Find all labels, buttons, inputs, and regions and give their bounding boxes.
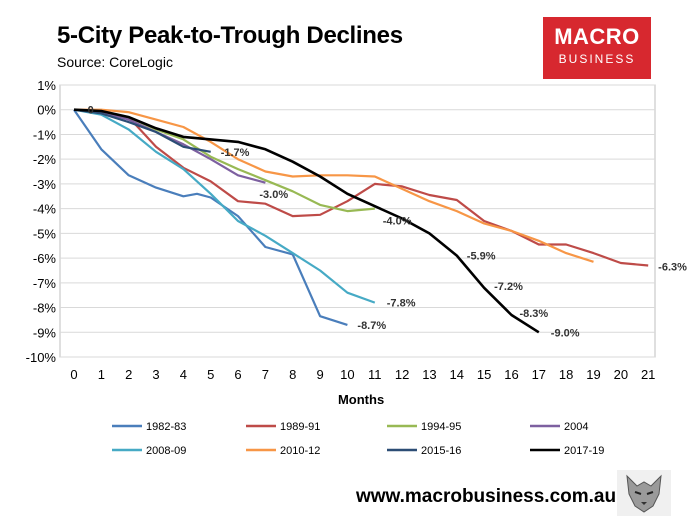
- data-label: 0: [88, 105, 94, 117]
- macrobusiness-logo: MACRO BUSINESS: [543, 17, 651, 79]
- x-tick-label: 6: [234, 367, 241, 382]
- series-line-2008-09: [73, 108, 376, 304]
- data-label: -1.7%: [221, 147, 250, 159]
- y-tick-label: 0%: [37, 103, 56, 118]
- x-tick-label: 7: [262, 367, 269, 382]
- x-tick-label: 13: [422, 367, 436, 382]
- y-tick-label: -4%: [33, 202, 57, 217]
- x-tick-label: 18: [559, 367, 573, 382]
- x-tick-label: 10: [340, 367, 354, 382]
- series-line-2010-12: [74, 108, 594, 263]
- x-tick-label: 0: [70, 367, 77, 382]
- x-tick-label: 9: [316, 367, 323, 382]
- x-tick-label: 16: [504, 367, 518, 382]
- x-tick-label: 1: [98, 367, 105, 382]
- legend-label-1994-95: 1994-95: [421, 421, 461, 433]
- data-label: -4.0%: [383, 216, 412, 228]
- y-tick-label: -3%: [33, 177, 57, 192]
- x-tick-label: 17: [532, 367, 546, 382]
- y-tick-label: -6%: [33, 251, 57, 266]
- chart-source: Source: CoreLogic: [57, 54, 173, 70]
- x-tick-label: 21: [641, 367, 655, 382]
- legend-label-1982-83: 1982-83: [146, 421, 186, 433]
- x-tick-label: 20: [614, 367, 628, 382]
- data-label: -6.3%: [658, 262, 687, 274]
- x-tick-label: 8: [289, 367, 296, 382]
- x-tick-label: 4: [180, 367, 187, 382]
- footer-url: www.macrobusiness.com.au: [356, 486, 617, 507]
- y-tick-label: 1%: [37, 78, 56, 93]
- series-line-1989-91: [73, 108, 649, 267]
- series-line-1982-83: [73, 109, 348, 326]
- logo-line-2: BUSINESS: [558, 52, 636, 66]
- y-tick-label: -7%: [33, 276, 57, 291]
- series-line-2015-16: [73, 108, 211, 153]
- data-label: -8.3%: [519, 308, 548, 320]
- legend-label-2010-12: 2010-12: [280, 445, 320, 457]
- x-tick-label: 12: [395, 367, 409, 382]
- y-tick-label: -8%: [33, 301, 57, 316]
- y-tick-label: -2%: [33, 152, 57, 167]
- x-tick-label: 5: [207, 367, 214, 382]
- data-label: -9.0%: [551, 327, 580, 339]
- x-tick-label: 14: [450, 367, 464, 382]
- y-tick-label: -10%: [26, 350, 57, 365]
- logo-line-1: MACRO: [554, 24, 640, 49]
- data-label: -8.7%: [357, 320, 386, 332]
- y-tick-label: -1%: [33, 127, 57, 142]
- data-label: -3.0%: [259, 189, 288, 201]
- y-tick-label: -9%: [33, 325, 57, 340]
- x-tick-label: 2: [125, 367, 132, 382]
- legend-label-2017-19: 2017-19: [564, 445, 604, 457]
- series-line-2017-19: [73, 108, 540, 334]
- x-tick-label: 19: [586, 367, 600, 382]
- data-label: -5.9%: [467, 251, 496, 263]
- legend-label-2008-09: 2008-09: [146, 445, 186, 457]
- wolf-icon: [617, 470, 671, 516]
- data-label: -7.8%: [387, 298, 416, 310]
- legend-label-2015-16: 2015-16: [421, 445, 461, 457]
- x-tick-label: 11: [368, 367, 382, 382]
- data-label: -7.2%: [494, 281, 523, 293]
- legend-label-1989-91: 1989-91: [280, 421, 320, 433]
- line-chart: 1%0%-1%-2%-3%-4%-5%-6%-7%-8%-9%-10%0 1 2 3 4…: [26, 78, 687, 457]
- x-tick-label: 3: [152, 367, 159, 382]
- x-tick-label: 15: [477, 367, 491, 382]
- chart-title: 5-City Peak-to-Trough Declines: [57, 22, 403, 49]
- y-tick-label: -5%: [33, 226, 57, 241]
- x-axis-label: Months: [338, 392, 384, 407]
- legend-label-2004: 2004: [564, 421, 588, 433]
